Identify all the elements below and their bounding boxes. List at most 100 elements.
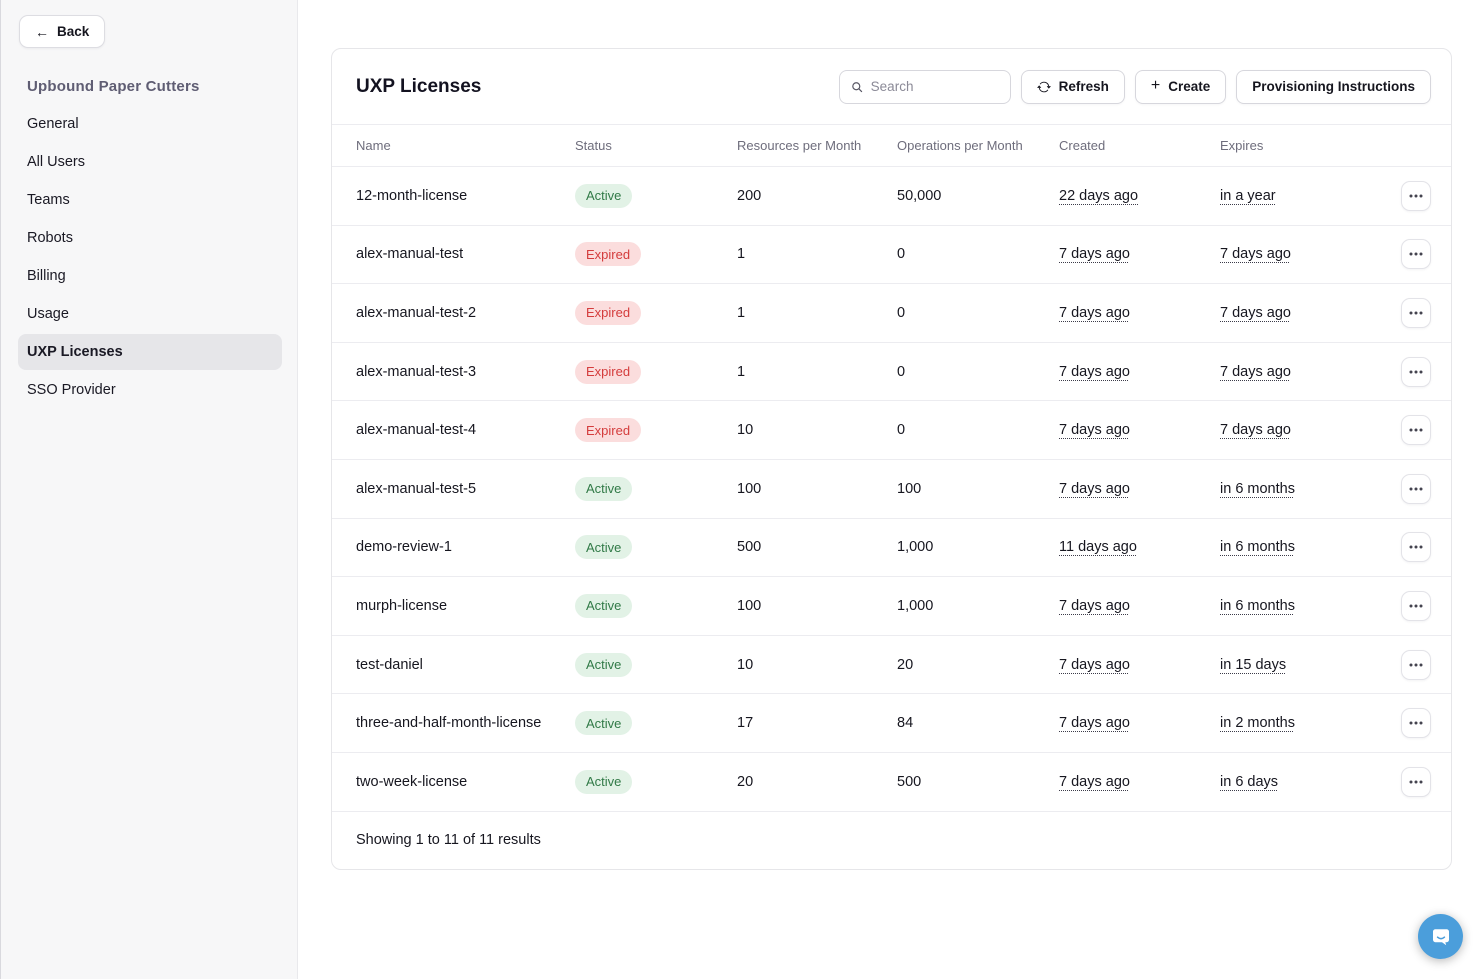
column-header-name: Name xyxy=(356,138,391,153)
status-cell: Expired xyxy=(575,242,737,267)
table-row: alex-manual-test-4 Expired 10 0 7 days ago 7 … xyxy=(332,401,1451,460)
created-cell: 7 days ago xyxy=(1059,597,1130,614)
row-actions-cell xyxy=(1401,180,1431,211)
chat-launcher-button[interactable] xyxy=(1418,914,1463,959)
created-cell: 7 days ago xyxy=(1059,773,1130,790)
operations-cell: 50,000 xyxy=(897,187,942,204)
table-body: 12-month-license Active 200 50,000 22 days a… xyxy=(332,167,1451,812)
sidebar-item-robots[interactable]: Robots xyxy=(27,230,73,246)
operations-cell: 1,000 xyxy=(897,539,934,556)
status-cell: Expired xyxy=(575,418,737,443)
row-actions-button[interactable] xyxy=(1401,473,1431,504)
sidebar-item-sso-provider[interactable]: SSO Provider xyxy=(27,382,116,398)
sidebar-item-billing[interactable]: Billing xyxy=(27,268,66,284)
operations-cell: 0 xyxy=(897,363,906,380)
created-cell: 22 days ago xyxy=(1059,187,1139,204)
create-button[interactable]: + Create xyxy=(1134,69,1227,104)
row-actions-cell xyxy=(1401,473,1431,504)
status-cell: Active xyxy=(575,711,737,736)
ellipsis-icon xyxy=(1409,663,1423,667)
status-badge: Active xyxy=(575,769,633,794)
sidebar-item-uxp-licenses[interactable]: UXP Licenses xyxy=(18,334,282,370)
row-actions-button[interactable] xyxy=(1401,239,1431,270)
row-actions-button[interactable] xyxy=(1401,766,1431,797)
table-row: murph-license Active 100 1,000 7 days ago in … xyxy=(332,577,1451,636)
operations-cell: 100 xyxy=(897,480,922,497)
row-actions-button[interactable] xyxy=(1401,649,1431,680)
row-actions-cell xyxy=(1401,239,1431,270)
ellipsis-icon xyxy=(1409,311,1423,315)
provisioning-instructions-button[interactable]: Provisioning Instructions xyxy=(1236,69,1431,104)
back-button[interactable]: ← Back xyxy=(19,15,106,48)
row-actions-button[interactable] xyxy=(1401,297,1431,328)
ellipsis-icon xyxy=(1409,487,1423,491)
status-badge: Active xyxy=(575,183,633,208)
status-badge: Active xyxy=(575,652,633,677)
column-header-operations-per-month: Operations per Month xyxy=(897,138,1023,153)
resources-cell: 100 xyxy=(737,597,762,614)
status-cell: Expired xyxy=(575,359,737,384)
row-actions-button[interactable] xyxy=(1401,180,1431,211)
license-name-cell: 12-month-license xyxy=(356,187,468,204)
row-actions-cell xyxy=(1401,590,1431,621)
resources-cell: 1 xyxy=(737,363,746,380)
operations-cell: 0 xyxy=(897,304,906,321)
chat-bubble-icon xyxy=(1432,928,1449,945)
created-cell: 7 days ago xyxy=(1059,246,1130,263)
created-cell: 7 days ago xyxy=(1059,715,1130,732)
status-badge: Active xyxy=(575,535,633,560)
row-actions-button[interactable] xyxy=(1401,415,1431,446)
created-cell: 7 days ago xyxy=(1059,304,1130,321)
sidebar-item-teams[interactable]: Teams xyxy=(27,192,70,208)
search-icon xyxy=(851,81,862,92)
license-name-cell: alex-manual-test xyxy=(356,246,464,263)
refresh-button[interactable]: Refresh xyxy=(1020,69,1125,104)
org-title: Upbound Paper Cutters xyxy=(27,78,200,95)
back-arrow-icon: ← xyxy=(35,23,49,40)
status-badge: Expired xyxy=(575,300,642,325)
expires-cell: 7 days ago xyxy=(1220,246,1291,263)
expires-cell: in a year xyxy=(1220,187,1276,204)
table-row: demo-review-1 Active 500 1,000 11 days ago in… xyxy=(332,519,1451,578)
row-actions-button[interactable] xyxy=(1401,532,1431,563)
expires-cell: in 6 months xyxy=(1220,480,1295,497)
status-cell: Active xyxy=(575,535,737,560)
row-actions-cell xyxy=(1401,708,1431,739)
created-cell: 7 days ago xyxy=(1059,656,1130,673)
table-row: two-week-license Active 20 500 7 days ago in … xyxy=(332,753,1451,812)
row-actions-button[interactable] xyxy=(1401,356,1431,387)
license-name-cell: alex-manual-test-3 xyxy=(356,363,477,380)
ellipsis-icon xyxy=(1409,604,1423,608)
resources-cell: 500 xyxy=(737,539,762,556)
main-content: UXP Licenses Refresh xyxy=(298,0,1484,979)
status-cell: Active xyxy=(575,183,737,208)
resources-cell: 100 xyxy=(737,480,762,497)
ellipsis-icon xyxy=(1409,252,1423,256)
ellipsis-icon xyxy=(1409,370,1423,374)
table-row: 12-month-license Active 200 50,000 22 days a… xyxy=(332,167,1451,226)
row-actions-button[interactable] xyxy=(1401,708,1431,739)
table-row: alex-manual-test-5 Active 100 100 7 days ago… xyxy=(332,460,1451,519)
sidebar-item-usage[interactable]: Usage xyxy=(27,306,69,322)
column-header-resources-per-month: Resources per Month xyxy=(737,138,862,153)
table-header-row: Name Status Resources per Month Operations … xyxy=(332,124,1451,167)
status-cell: Expired xyxy=(575,300,737,325)
create-button-label: Create xyxy=(1168,79,1211,94)
expires-cell: 7 days ago xyxy=(1220,304,1291,321)
ellipsis-icon xyxy=(1409,545,1423,549)
expires-cell: 7 days ago xyxy=(1220,422,1291,439)
search-box[interactable] xyxy=(838,69,1011,104)
ellipsis-icon xyxy=(1409,721,1423,725)
sidebar-item-all-users[interactable]: All Users xyxy=(27,154,86,170)
row-actions-button[interactable] xyxy=(1401,590,1431,621)
row-actions-cell xyxy=(1401,356,1431,387)
plus-icon: + xyxy=(1150,77,1161,94)
search-input[interactable] xyxy=(870,79,999,94)
license-name-cell: alex-manual-test-4 xyxy=(356,422,477,439)
created-cell: 7 days ago xyxy=(1059,422,1130,439)
created-cell: 7 days ago xyxy=(1059,480,1130,497)
operations-cell: 0 xyxy=(897,422,906,439)
toolbar: Refresh + Create Provisioning Instructio… xyxy=(838,69,1431,104)
refresh-button-label: Refresh xyxy=(1058,79,1109,94)
sidebar-item-general[interactable]: General xyxy=(27,116,79,132)
